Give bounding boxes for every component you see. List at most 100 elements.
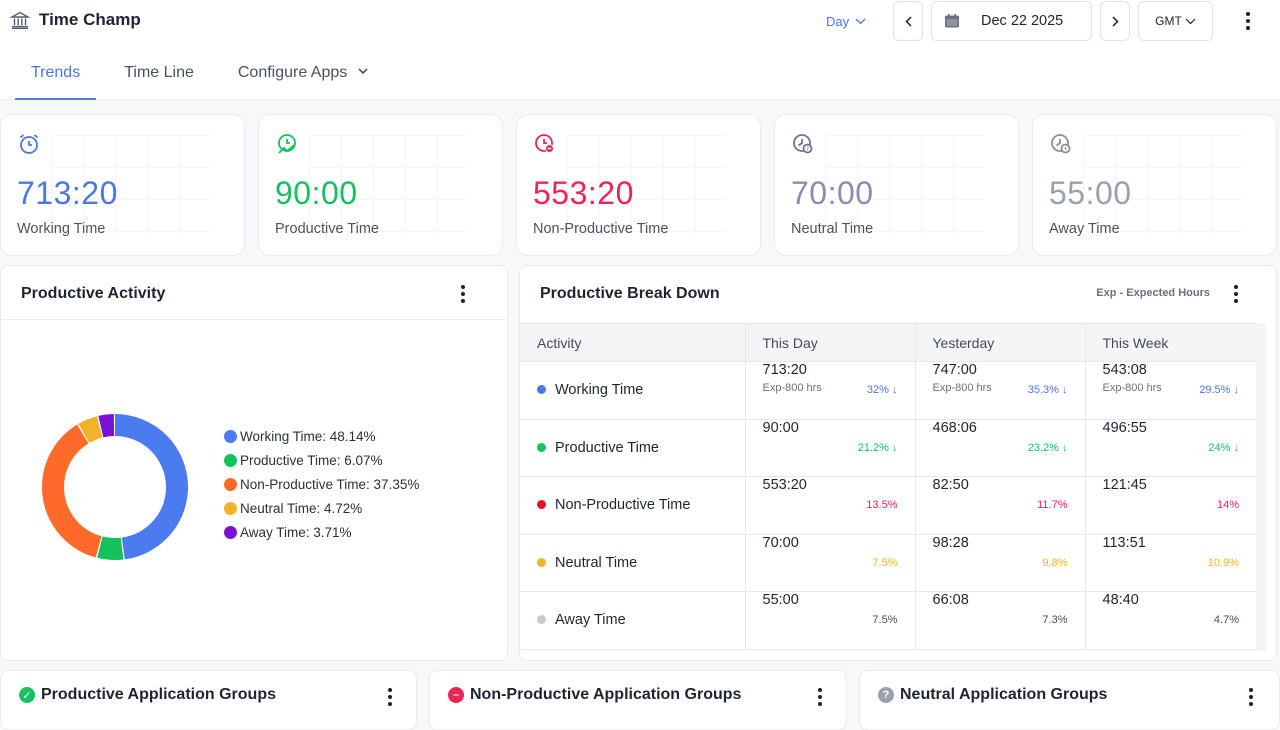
time-value: 713:20 bbox=[762, 362, 807, 378]
stat-label: Away Time bbox=[1049, 221, 1120, 237]
time-value: 66:08 bbox=[932, 592, 969, 608]
bank-icon bbox=[10, 11, 30, 29]
day-selector[interactable]: Day bbox=[826, 1, 866, 41]
stat-card-non-productive-time[interactable]: 553:20 Non-Productive Time bbox=[516, 114, 761, 256]
tab-time-line[interactable]: Time Line bbox=[124, 64, 194, 81]
time-value: 98:28 bbox=[932, 534, 969, 551]
more-options-icon[interactable] bbox=[455, 285, 471, 303]
status-dot bbox=[537, 442, 546, 452]
calendar-icon bbox=[945, 13, 959, 28]
value-cell: 113:51 10.9% bbox=[1084, 534, 1256, 592]
value-cell: 543:08 Exp-800 hrs 29.5% ↓ bbox=[1084, 361, 1256, 420]
percentage: 7.5% bbox=[872, 614, 898, 627]
value-cell: 747:00 Exp-800 hrs 35.3% ↓ bbox=[914, 361, 1085, 420]
date-picker[interactable]: Dec 22 2025 bbox=[931, 1, 1092, 41]
activity-cell: Productive Time bbox=[520, 419, 745, 477]
column-header: This Week bbox=[1084, 323, 1256, 362]
value-cell: 713:20 Exp-800 hrs 32% ↓ bbox=[744, 361, 915, 420]
status-dot bbox=[537, 500, 546, 510]
away-clock-icon bbox=[1051, 134, 1071, 154]
value-cell: 66:08 7.3% bbox=[914, 591, 1085, 650]
status-dot bbox=[537, 557, 546, 567]
table-header-row: Activity This Day Yesterday This Week bbox=[520, 323, 1256, 362]
table-row: Non-Productive Time 553:20 13.5% 82:50 11.7%… bbox=[520, 476, 1256, 535]
time-value: 82:50 bbox=[932, 477, 969, 493]
more-options-icon[interactable] bbox=[812, 688, 828, 706]
value-cell: 70:00 7.5% bbox=[744, 534, 915, 592]
stat-card-away-time[interactable]: 55:00 Away Time bbox=[1032, 114, 1277, 256]
app-title: Time Champ bbox=[39, 10, 141, 29]
breakdown-table: Activity This Day Yesterday This Week Wo… bbox=[520, 323, 1256, 650]
donut-slice-working-time[interactable] bbox=[42, 414, 188, 560]
stat-label: Non-Productive Time bbox=[533, 221, 669, 237]
panel-title: Non-Productive Application Groups bbox=[470, 686, 742, 703]
donut-slice-non-productive-time[interactable] bbox=[42, 414, 188, 560]
table-row: Away Time 55:00 7.5% 66:08 7.3% 48:40 4.7% bbox=[520, 591, 1256, 650]
date-value: Dec 22 2025 bbox=[981, 13, 1064, 29]
time-value: 468:06 bbox=[932, 419, 977, 436]
stat-value: 55:00 bbox=[1049, 175, 1132, 211]
chevron-right-icon bbox=[1111, 15, 1119, 27]
top-bar: Time Champ Day Dec 22 2025 GMT Trends Ti… bbox=[0, 0, 1280, 100]
stat-label: Working Time bbox=[17, 221, 106, 237]
activity-cell: Non-Productive Time bbox=[520, 476, 745, 535]
legend-item[interactable]: Productive Time: 6.07% bbox=[224, 448, 419, 472]
value-cell: 82:50 11.7% bbox=[914, 476, 1085, 535]
value-cell: 48:40 4.7% bbox=[1084, 591, 1256, 650]
time-value: 543:08 bbox=[1102, 362, 1147, 378]
brand: Time Champ bbox=[10, 10, 141, 30]
scrollbar[interactable] bbox=[1256, 323, 1266, 651]
svg-text:?: ? bbox=[806, 146, 809, 153]
more-options-icon[interactable] bbox=[382, 688, 398, 706]
activity-label: Non-Productive Time bbox=[555, 497, 691, 514]
legend-item[interactable]: Non-Productive Time: 37.35% bbox=[224, 472, 419, 496]
activity-cell: Away Time bbox=[520, 591, 745, 650]
stat-card-productive-time[interactable]: 90:00 Productive Time bbox=[258, 114, 503, 256]
percentage: 13.5% bbox=[866, 499, 898, 512]
more-options-icon[interactable] bbox=[1228, 285, 1244, 303]
value-cell: 98:28 9.8% bbox=[914, 534, 1085, 592]
time-value: 121:45 bbox=[1102, 477, 1147, 493]
timezone-selector[interactable]: GMT bbox=[1138, 1, 1213, 41]
table-row: Neutral Time 70:00 7.5% 98:28 9.8% 113:51 10.9… bbox=[520, 534, 1256, 592]
time-value: 70:00 bbox=[762, 534, 799, 551]
panel-title: Productive Break Down bbox=[540, 285, 720, 302]
panel-title: Productive Application Groups bbox=[41, 686, 276, 703]
expected-hours: Exp-800 hrs bbox=[762, 382, 822, 394]
more-options-icon[interactable] bbox=[1240, 12, 1256, 30]
panel-title: Productive Activity bbox=[21, 285, 166, 302]
panel-header: Productive Break Down Exp - Expected Hou… bbox=[520, 266, 1276, 323]
activity-label: Working Time bbox=[555, 382, 644, 399]
chart-legend: Working Time: 48.14% Productive Time: 6.… bbox=[224, 424, 419, 544]
stat-card-working-time[interactable]: 713:20 Working Time bbox=[0, 114, 245, 256]
time-value: 90:00 bbox=[762, 419, 799, 436]
legend-item[interactable]: Working Time: 48.14% bbox=[224, 424, 419, 448]
tab-trends[interactable]: Trends bbox=[15, 58, 97, 100]
chevron-down-icon bbox=[358, 68, 368, 75]
stat-value: 553:20 bbox=[533, 175, 634, 211]
expected-hours: Exp-800 hrs bbox=[932, 382, 992, 394]
chevron-down-icon bbox=[1185, 18, 1196, 24]
time-value: 48:40 bbox=[1102, 592, 1139, 608]
column-header: Yesterday bbox=[914, 323, 1085, 362]
legend-item[interactable]: Neutral Time: 4.72% bbox=[224, 496, 419, 520]
expected-hours-note: Exp - Expected Hours bbox=[1096, 287, 1210, 299]
tab-configure-apps[interactable]: Configure Apps bbox=[222, 58, 384, 100]
legend-item[interactable]: Away Time: 3.71% bbox=[224, 520, 419, 544]
activity-label: Away Time bbox=[555, 612, 626, 629]
time-value: 747:00 bbox=[932, 362, 977, 378]
more-options-icon[interactable] bbox=[1243, 688, 1259, 706]
stat-card-neutral-time[interactable]: ? 70:00 Neutral Time bbox=[774, 114, 1019, 256]
non-productive-clock-icon bbox=[535, 134, 554, 153]
stat-value: 90:00 bbox=[275, 175, 358, 211]
value-cell: 55:00 7.5% bbox=[744, 591, 915, 650]
donut-slice-productive-time[interactable] bbox=[42, 414, 188, 560]
prev-date-button[interactable] bbox=[893, 1, 923, 41]
productive-activity-panel: Productive Activity bbox=[0, 265, 508, 661]
next-date-button[interactable] bbox=[1100, 1, 1130, 41]
chevron-down-icon bbox=[855, 18, 866, 24]
neutral-groups-panel: ? Neutral Application Groups bbox=[859, 670, 1280, 730]
non-productive-groups-panel: – Non-Productive Application Groups bbox=[429, 670, 847, 730]
header-controls: Day Dec 22 2025 GMT bbox=[780, 1, 1280, 41]
activity-label: Productive Time bbox=[555, 439, 659, 456]
